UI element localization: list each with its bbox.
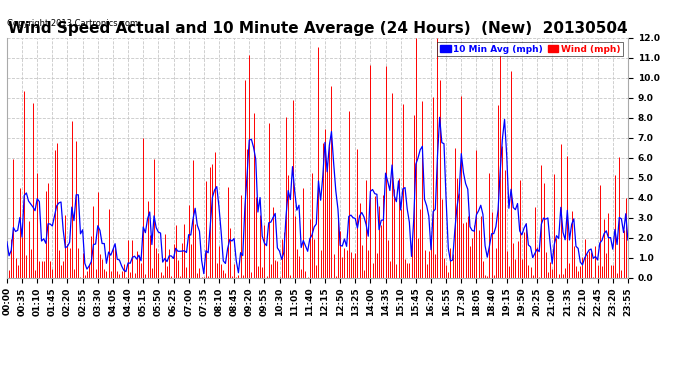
Title: Wind Speed Actual and 10 Minute Average (24 Hours)  (New)  20130504: Wind Speed Actual and 10 Minute Average …: [8, 21, 627, 36]
Legend: 10 Min Avg (mph), Wind (mph): 10 Min Avg (mph), Wind (mph): [437, 42, 623, 56]
Text: Copyright 2013 Cartronics.com: Copyright 2013 Cartronics.com: [7, 19, 138, 28]
